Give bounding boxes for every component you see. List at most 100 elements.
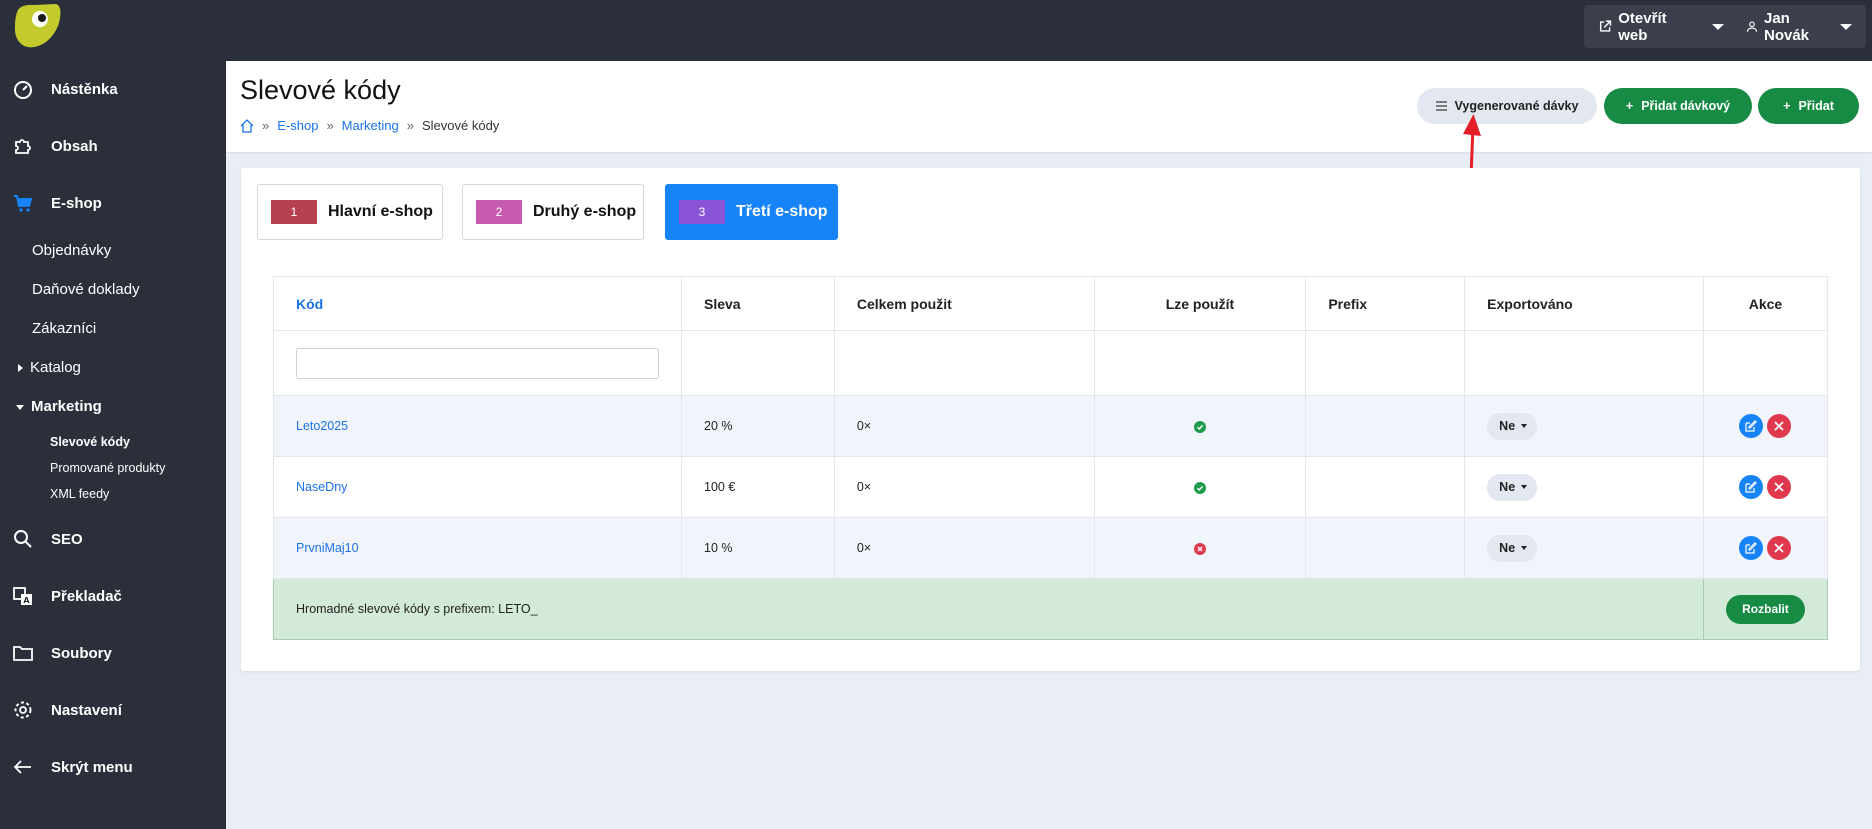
column-header-usable: Lze použít — [1093, 276, 1307, 331]
breadcrumb-separator: » — [262, 118, 270, 133]
breadcrumb-eshop[interactable]: E-shop — [277, 118, 319, 133]
top-bar: Otevřít web Jan Novák — [0, 0, 1872, 61]
user-menu-button[interactable]: Jan Novák — [1732, 5, 1866, 48]
table-row: PrvniMaj10 10 % 0× Ne — [273, 517, 1829, 579]
plus-icon: + — [1783, 99, 1791, 113]
sidebar-item-marketing[interactable]: Marketing — [16, 398, 102, 415]
sidebar-item-customers[interactable]: Zákazníci — [32, 320, 97, 337]
breadcrumb-current: Slevové kódy — [421, 118, 500, 133]
discount-cell: 10 % — [681, 517, 835, 579]
exported-dropdown[interactable]: Ne — [1487, 534, 1538, 562]
expand-batch-button[interactable]: Rozbalit — [1725, 594, 1805, 624]
sidebar-item-seo[interactable]: SEO — [0, 519, 226, 559]
exported-value: Ne — [1499, 541, 1516, 555]
sidebar-item-promoted-products[interactable]: Promované produkty — [50, 461, 166, 475]
prefix-cell — [1305, 395, 1466, 457]
sidebar-item-dashboard[interactable]: Nástěnka — [0, 69, 226, 109]
table-row: Leto2025 20 % 0× Ne — [273, 395, 1829, 457]
exported-dropdown[interactable]: Ne — [1487, 473, 1538, 501]
sidebar-item-label: Obsah — [51, 137, 98, 155]
cross-icon — [1193, 542, 1206, 555]
caret-down-icon — [16, 404, 24, 410]
user-name: Jan Novák — [1764, 9, 1810, 44]
open-web-label: Otevřít web — [1618, 9, 1667, 44]
puzzle-icon — [12, 135, 34, 157]
sidebar: Nástěnka Obsah E-shop Objednávky Daňové … — [0, 61, 226, 829]
sidebar-item-label: Marketing — [31, 398, 102, 415]
tab-second-eshop[interactable]: 2 Druhý e-shop — [462, 184, 644, 240]
prefix-cell — [1305, 456, 1466, 518]
svg-text:A: A — [23, 596, 30, 605]
used-cell: 0× — [833, 395, 1095, 457]
tab-label: Třetí e-shop — [736, 203, 828, 220]
sidebar-item-hide-menu[interactable]: Skrýt menu — [0, 747, 226, 787]
used-cell: 0× — [833, 517, 1095, 579]
code-filter-input[interactable] — [296, 347, 659, 379]
user-icon — [1746, 21, 1758, 32]
generated-batches-button[interactable]: Vygenerované dávky — [1417, 88, 1597, 124]
batch-text: Hromadné slevové kódy s prefixem: LETO_ — [273, 578, 1704, 640]
chevron-down-icon — [1521, 485, 1528, 489]
sidebar-item-label: Nastavení — [51, 701, 122, 719]
plus-icon: + — [1625, 99, 1634, 113]
exported-dropdown[interactable]: Ne — [1487, 412, 1538, 440]
prefix-cell — [1305, 517, 1466, 579]
tab-label: Druhý e-shop — [533, 203, 637, 220]
page-title: Slevové kódy — [240, 75, 401, 105]
table-row: NaseDny 100 € 0× Ne — [273, 456, 1829, 518]
sidebar-item-discount-codes[interactable]: Slevové kódy — [50, 435, 130, 449]
sidebar-item-label: Soubory — [51, 644, 112, 662]
caret-right-icon — [18, 364, 23, 373]
sidebar-item-eshop[interactable]: E-shop — [0, 183, 226, 223]
add-batch-label: Přidat dávkový — [1641, 99, 1731, 113]
delete-icon[interactable] — [1767, 475, 1792, 499]
tab-main-eshop[interactable]: 1 Hlavní e-shop — [257, 184, 443, 240]
discount-codes-table: Kód Sleva Celkem použit Lze použít Prefi… — [273, 276, 1829, 640]
used-cell: 0× — [833, 456, 1095, 518]
check-icon — [1193, 420, 1206, 433]
edit-icon[interactable] — [1739, 414, 1764, 438]
external-link-icon — [1599, 20, 1612, 32]
sidebar-item-label: SEO — [51, 530, 83, 548]
cart-icon — [12, 192, 34, 214]
sidebar-item-invoices[interactable]: Daňové doklady — [32, 281, 140, 298]
exported-value: Ne — [1499, 480, 1516, 494]
sidebar-item-files[interactable]: Soubory — [0, 633, 226, 673]
code-link[interactable]: PrvniMaj10 — [296, 541, 359, 555]
dashboard-icon — [12, 78, 34, 100]
shop-number-badge: 1 — [271, 200, 317, 224]
delete-icon[interactable] — [1767, 414, 1792, 438]
chevron-down-icon — [1712, 23, 1724, 30]
open-web-button[interactable]: Otevřít web — [1584, 5, 1738, 48]
generated-batches-label: Vygenerované dávky — [1454, 99, 1579, 113]
chevron-down-icon — [1521, 424, 1528, 428]
sidebar-item-translator[interactable]: A Překladač — [0, 576, 226, 616]
sidebar-item-xml-feeds[interactable]: XML feedy — [50, 487, 110, 501]
add-batch-button[interactable]: + Přidat dávkový — [1604, 88, 1752, 124]
edit-icon[interactable] — [1739, 536, 1764, 560]
code-link[interactable]: NaseDny — [296, 480, 348, 494]
column-header-exported: Exportováno — [1464, 276, 1704, 331]
tab-third-eshop[interactable]: 3 Třetí e-shop — [665, 184, 838, 240]
check-icon — [1193, 481, 1206, 494]
chevron-down-icon — [1521, 546, 1528, 550]
code-link[interactable]: Leto2025 — [296, 419, 349, 433]
sidebar-item-label: E-shop — [51, 194, 102, 212]
discount-cell: 100 € — [681, 456, 835, 518]
add-label: Přidat — [1798, 99, 1834, 113]
search-icon — [12, 528, 34, 550]
add-button[interactable]: + Přidat — [1758, 88, 1859, 124]
breadcrumb-marketing[interactable]: Marketing — [341, 118, 399, 133]
sidebar-item-orders[interactable]: Objednávky — [32, 242, 112, 259]
column-header-code[interactable]: Kód — [273, 276, 682, 331]
sidebar-item-label: Skrýt menu — [51, 758, 133, 776]
arrow-left-icon — [12, 756, 34, 778]
logo[interactable] — [12, 2, 64, 52]
sidebar-item-label: Nástěnka — [51, 80, 118, 98]
sidebar-item-settings[interactable]: Nastavení — [0, 690, 226, 730]
sidebar-item-catalog[interactable]: Katalog — [18, 359, 81, 376]
home-icon[interactable] — [240, 118, 254, 133]
sidebar-item-content[interactable]: Obsah — [0, 126, 226, 166]
delete-icon[interactable] — [1767, 536, 1792, 560]
edit-icon[interactable] — [1739, 475, 1764, 499]
